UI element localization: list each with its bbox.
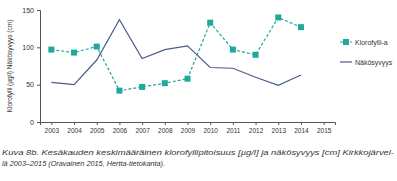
x-tick-mark [74,122,75,125]
x-axis: 2003 2004 2005 2006 2007 2008 2009 2010 2011 2012… [41,122,336,134]
x-tick-mark [256,122,257,125]
x-tick-mark [278,122,279,125]
x-tick-label: 2009 [181,127,196,134]
x-tick: 2014 [294,122,309,134]
x-tick-label: 2015 [317,127,332,134]
x-tick: 2009 [181,122,196,134]
y-tick-label: 150 [22,7,34,14]
y-tick: 100 [22,44,40,51]
y-tick: 50 [26,81,40,88]
x-tick-mark [97,122,98,125]
series-marker [94,44,100,50]
x-tick: 2008 [158,122,173,134]
y-tick-label: 50 [26,81,34,88]
series-marker [139,84,145,90]
x-tick: 2010 [203,122,218,134]
x-tick-mark [119,122,120,125]
y-axis: 0 50 100 150 [22,7,40,126]
x-tick-label: 2007 [135,127,150,134]
series-marker [230,47,236,53]
series-marker [162,80,168,86]
y-axis-title: Klorofylli (µg/l) Näkösyvyys (cm) [6,20,14,113]
x-tick-mark [142,122,143,125]
x-tick-mark [233,122,234,125]
caption: Kuva 8b. Kesäkauden keskimääräinen kloro… [2,148,395,157]
x-tick: 2003 [45,122,60,134]
x-tick-mark [165,122,166,125]
x-tick-label: 2013 [272,127,287,134]
series-marker [116,88,122,94]
x-tick-mark [210,122,211,125]
x-tick: 2011 [226,122,240,134]
caption: lä 2003–2015 (Oravainen 2015, Hertta-tie… [2,159,165,168]
x-tick-label: 2006 [113,127,128,134]
series-line [51,20,301,86]
x-tick-mark [301,122,302,125]
x-tick: 2012 [249,122,264,134]
y-tick-mark [37,85,40,86]
x-tick-mark [188,122,189,125]
series-marker [48,47,54,53]
series-marker [185,76,191,82]
x-tick-label: 2012 [249,127,264,134]
y-tick-mark [37,10,40,11]
series-marker [71,50,77,56]
x-tick: 2015 [317,122,332,134]
y-tick-mark [37,122,40,123]
y-tick: 0 [30,119,40,126]
legend-label: Näkösyvyys [355,59,393,67]
legend-line [340,61,352,62]
y-tick: 150 [22,7,40,14]
x-tick-label: 2003 [45,127,60,134]
legend-marker [343,39,349,45]
x-tick: 2007 [135,122,150,134]
series-marker [298,24,304,30]
legend: Klorofylli-a Näkösyvyys [340,39,393,67]
y-axis-line [37,11,41,123]
x-tick-label: 2011 [226,127,240,134]
x-tick-mark [324,122,325,125]
y-tick-label: 0 [30,119,34,126]
chart: 0 50 100 150 2003 2004 2005 2006 2007 2008 2009 201… [0,0,397,181]
x-tick-label: 2014 [294,127,309,134]
x-tick-mark [51,122,52,125]
x-tick-label: 2005 [90,127,105,134]
plot-marks [48,14,304,93]
x-tick-label: 2004 [67,127,82,134]
series-marker [253,52,259,58]
series-marker [207,20,213,26]
y-tick-label: 100 [22,44,34,51]
series-line [51,17,301,90]
x-tick: 2006 [113,122,128,134]
x-tick-label: 2010 [203,127,218,134]
legend-label: Klorofylli-a [355,39,388,47]
x-tick-label: 2008 [158,127,173,134]
x-tick: 2005 [90,122,105,134]
x-axis-line [41,123,336,126]
x-tick: 2004 [67,122,82,134]
series-marker [275,14,281,20]
y-tick-mark [37,47,40,48]
x-tick: 2013 [272,122,287,134]
